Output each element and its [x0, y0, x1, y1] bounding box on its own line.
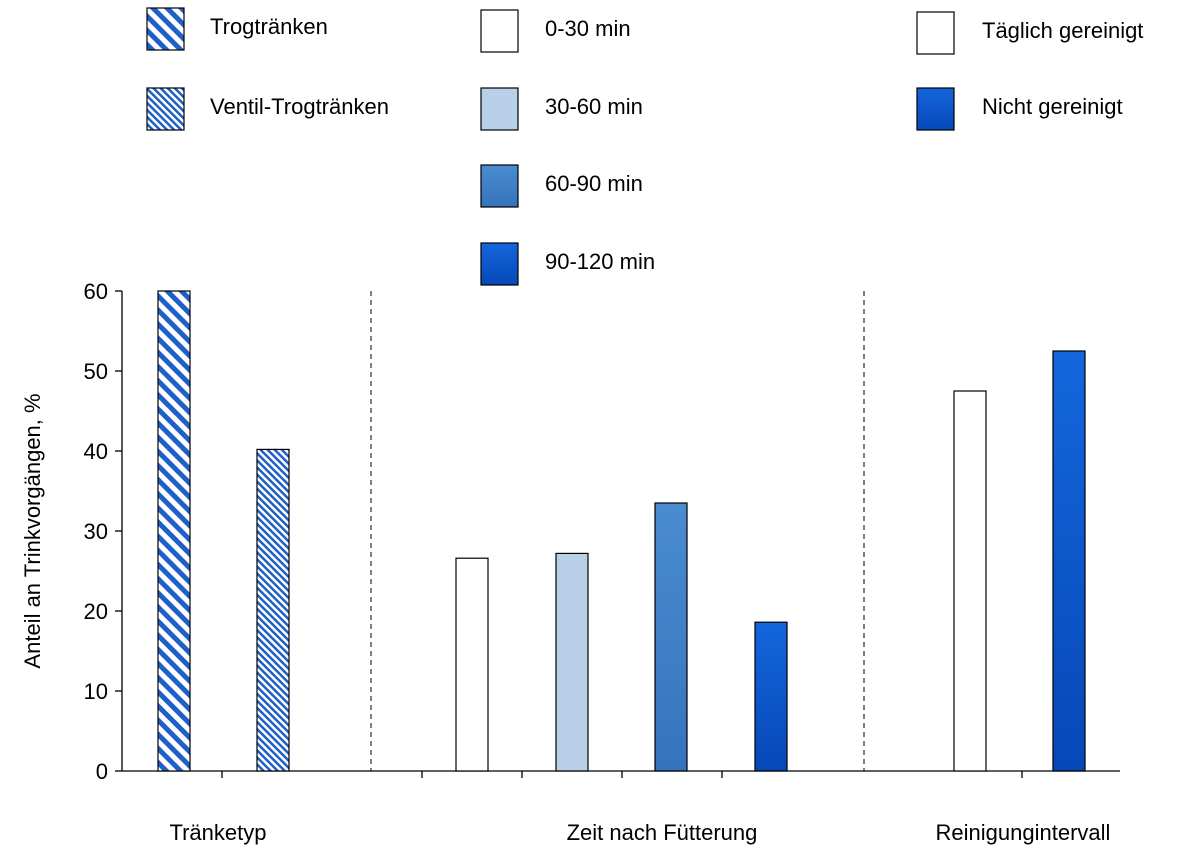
legend-label-nicht-gereinigt: Nicht gereinigt [982, 94, 1123, 119]
group-labels: Tränketyp Zeit nach Fütterung Reinigungint… [169, 820, 1110, 845]
legend-label-ventil-trogtraenken: Ventil-Trogtränken [210, 94, 389, 119]
legend-label-0-30-min: 0-30 min [545, 16, 631, 41]
y-tick-label: 50 [84, 359, 108, 384]
bars [157, 290, 1086, 772]
bar-60-90-min [654, 502, 688, 772]
y-tick-label: 40 [84, 439, 108, 464]
y-tick-label: 0 [96, 759, 108, 784]
group-label-reinigungintervall: Reinigungintervall [936, 820, 1111, 845]
legend-label-trogtraenken: Trogtränken [210, 14, 328, 39]
y-tick-label: 10 [84, 679, 108, 704]
bar-nicht-gereinigt [1052, 350, 1086, 772]
legend-swatch-0-30-min [480, 9, 519, 53]
bar-trogtraenken [157, 290, 191, 772]
legend-label-90-120-min: 90-120 min [545, 249, 655, 274]
legend-swatch-30-60-min [480, 87, 519, 131]
y-tick-label: 20 [84, 599, 108, 624]
bar-0-30-min [455, 557, 489, 772]
legend-label-30-60-min: 30-60 min [545, 94, 643, 119]
legend: Trogtränken Ventil-Trogtränken 0-30 min 30-… [146, 7, 1143, 286]
y-tick-label: 60 [84, 279, 108, 304]
bar-90-120-min [754, 621, 788, 772]
legend-swatch-60-90-min [480, 164, 519, 208]
legend-swatch-taeglich-gereinigt [916, 11, 955, 55]
axes: 0 10 20 30 40 50 60 Anteil an Trinkvorgängen, % [20, 279, 1120, 784]
bar-30-60-min [555, 552, 589, 772]
legend-swatch-ventil-trogtraenken [146, 87, 185, 131]
legend-label-taeglich-gereinigt: Täglich gereinigt [982, 18, 1143, 43]
legend-swatch-trogtraenken [146, 7, 185, 51]
y-axis-label: Anteil an Trinkvorgängen, % [20, 393, 45, 668]
group-label-zeit-nach-fuetterung: Zeit nach Fütterung [567, 820, 758, 845]
group-label-traenketyp: Tränketyp [169, 820, 266, 845]
legend-label-60-90-min: 60-90 min [545, 171, 643, 196]
legend-swatch-90-120-min [480, 242, 519, 286]
bar-ventil-trogtraenken [256, 448, 290, 772]
bar-taeglich-gereinigt [953, 390, 987, 772]
y-tick-label: 30 [84, 519, 108, 544]
legend-swatch-nicht-gereinigt [916, 87, 955, 131]
